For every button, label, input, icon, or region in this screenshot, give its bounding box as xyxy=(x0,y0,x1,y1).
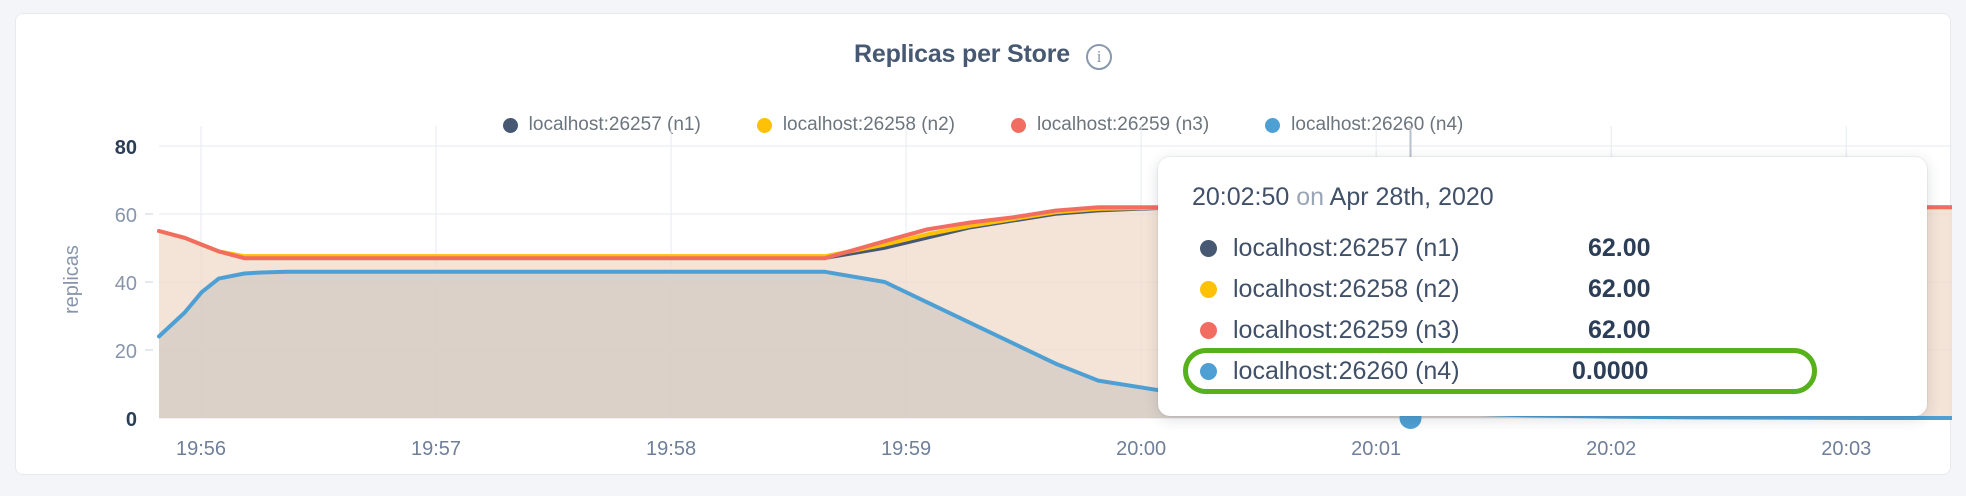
x-tick-label: 20:03 xyxy=(1821,438,1871,460)
x-tick-label: 19:59 xyxy=(881,438,931,460)
tooltip-series-dot xyxy=(1200,322,1217,339)
y-axis-label: replicas xyxy=(61,245,83,314)
y-tick-label: 0 xyxy=(126,409,137,431)
x-tick-label: 19:58 xyxy=(646,438,696,460)
y-tick-label: 80 xyxy=(115,137,137,159)
tooltip-series-dot xyxy=(1200,240,1217,257)
x-tick-label: 20:00 xyxy=(1116,438,1166,460)
y-tick-label: 40 xyxy=(115,273,137,295)
tooltip-date: Apr 28th, 2020 xyxy=(1330,183,1494,211)
hover-tooltip: 20:02:50 on Apr 28th, 2020 localhost:262… xyxy=(1158,157,1927,416)
tooltip-row: localhost:26260 (n4) 0.0000 xyxy=(1192,351,1893,392)
x-tick-label: 19:56 xyxy=(176,438,226,460)
tooltip-series-value: 62.00 xyxy=(1588,316,1651,345)
chart-card: Replicas per Store i localhost:26257 (n1… xyxy=(15,13,1951,475)
y-tick-label: 60 xyxy=(115,205,137,227)
tooltip-row: localhost:26258 (n2) 62.00 xyxy=(1192,269,1893,310)
tooltip-series-label: localhost:26258 (n2) xyxy=(1233,275,1460,304)
tooltip-timestamp: 20:02:50 on Apr 28th, 2020 xyxy=(1192,183,1893,212)
screenshot-root: Replicas per Store i localhost:26257 (n1… xyxy=(0,0,1966,496)
x-tick-label: 20:02 xyxy=(1586,438,1636,460)
tooltip-series-value: 0.0000 xyxy=(1572,357,1648,386)
x-tick-label: 20:01 xyxy=(1351,438,1401,460)
tooltip-series-dot xyxy=(1200,363,1217,380)
tooltip-series-value: 62.00 xyxy=(1588,234,1651,263)
tooltip-series-label: localhost:26260 (n4) xyxy=(1233,357,1460,386)
tooltip-series-label: localhost:26257 (n1) xyxy=(1233,234,1460,263)
tooltip-series-dot xyxy=(1200,281,1217,298)
tooltip-on-word: on xyxy=(1296,183,1324,211)
tooltip-row: localhost:26259 (n3) 62.00 xyxy=(1192,310,1893,351)
x-tick-label: 19:57 xyxy=(411,438,461,460)
tooltip-series-label: localhost:26259 (n3) xyxy=(1233,316,1460,345)
tooltip-series-value: 62.00 xyxy=(1588,275,1651,304)
y-tick-label: 20 xyxy=(115,341,137,363)
tooltip-rows: localhost:26257 (n1)62.00localhost:26258… xyxy=(1192,228,1893,392)
tooltip-row: localhost:26257 (n1) 62.00 xyxy=(1192,228,1893,269)
tooltip-time: 20:02:50 xyxy=(1192,183,1289,211)
